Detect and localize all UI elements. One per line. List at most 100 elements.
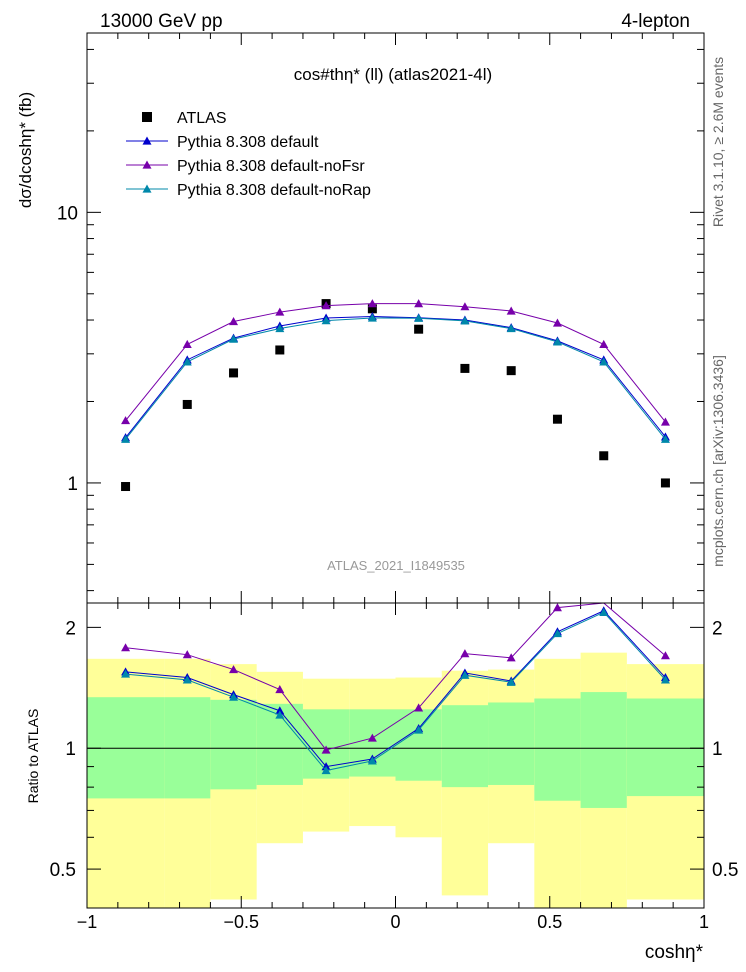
ratio-line [125, 602, 666, 751]
ratio-marker [660, 651, 670, 660]
ratio-y-tick-label: 1 [65, 739, 76, 760]
series-pythia-8-308-default [121, 312, 670, 442]
legend-label: Pythia 8.308 default-noRap [177, 182, 371, 199]
y-axis-title: dσ/dcoshη* (fb) [16, 92, 35, 208]
triangle-marker [599, 339, 609, 349]
ratio-marker [182, 675, 192, 684]
legend-entry: Pythia 8.308 default-noRap [126, 182, 371, 199]
ratio-marker [414, 703, 424, 712]
ratio-y-tick-label-right: 1 [712, 739, 723, 760]
inner-band-bin [349, 709, 396, 777]
legend-triangle-marker [142, 160, 152, 169]
ratio-marker [599, 607, 609, 616]
legend-triangle-marker [142, 184, 152, 193]
triangle-marker [229, 316, 239, 326]
x-tick-label: 1 [699, 912, 709, 932]
legend-square-marker [142, 112, 152, 122]
ratio-marker [660, 675, 670, 684]
series-line [125, 317, 666, 440]
ratio-uncertainty-bands [87, 652, 704, 908]
plot-title: cos#thη* (ll) (atlas2021-4l) [294, 65, 492, 84]
series-pythia-8-308-default-nofsr [121, 299, 670, 426]
inner-band-bin [441, 705, 489, 788]
ratio-marker [460, 670, 470, 679]
ratio-marker [275, 685, 285, 694]
header-process: 4-lepton [621, 11, 690, 32]
ratio-pythia-8-308-default-norap [121, 607, 670, 775]
x-axis-title: coshη* [645, 942, 704, 963]
data-point [599, 451, 609, 461]
triangle-marker [414, 299, 424, 308]
triangle-marker [552, 337, 562, 346]
ratio-marker [367, 756, 377, 765]
ratio-marker [275, 706, 285, 715]
legend-label: ATLAS [177, 110, 227, 127]
analysis-watermark: ATLAS_2021_I1849535 [327, 558, 465, 573]
data-point [229, 368, 239, 378]
data-point [460, 363, 470, 373]
x-tick-label: 0 [390, 912, 400, 932]
legend-label: Pythia 8.308 default [177, 134, 319, 151]
ratio-marker [182, 650, 192, 659]
ratio-pythia-8-308-default-nofsr [121, 602, 670, 754]
triangle-marker [275, 324, 285, 333]
main-series [121, 299, 670, 492]
triangle-marker [367, 299, 377, 308]
triangle-marker [367, 313, 377, 322]
ratio-marker [229, 665, 239, 674]
inner-band-bin [488, 702, 535, 785]
ratio-marker [414, 725, 424, 734]
series-atlas [121, 299, 670, 492]
inner-band-bin [534, 698, 581, 801]
triangle-marker [182, 339, 192, 349]
data-point [182, 399, 192, 409]
ratio-marker [121, 643, 131, 652]
x-tick-label: 0.5 [537, 912, 562, 932]
ratio-line [125, 611, 666, 772]
triangle-marker [321, 316, 331, 325]
legend-entry: Pythia 8.308 default [126, 134, 319, 151]
data-point [552, 414, 562, 424]
ratio-marker [460, 649, 470, 658]
legend-label: Pythia 8.308 default-noFsr [177, 158, 365, 175]
data-point [660, 478, 670, 488]
ratio-marker [506, 653, 516, 662]
triangle-marker [321, 301, 331, 310]
ratio-marker [552, 603, 562, 612]
triangle-marker [599, 357, 609, 366]
inner-band-bin [626, 698, 704, 797]
triangle-marker [229, 334, 239, 343]
triangle-marker [660, 417, 670, 426]
triangle-marker [660, 434, 670, 443]
data-point [506, 366, 516, 376]
inner-band-bin [395, 709, 442, 781]
triangle-marker [506, 306, 516, 315]
legend-entry: ATLAS [142, 110, 227, 127]
legend: ATLAS Pythia 8.308 default Pythia 8.308 de… [126, 110, 371, 199]
triangle-marker [460, 302, 470, 311]
triangle-marker [414, 313, 424, 322]
ratio-marker [506, 677, 516, 686]
header-energy: 13000 GeV pp [100, 11, 223, 32]
data-point [414, 324, 424, 334]
legend-triangle-marker [142, 136, 152, 145]
x-tick-label: −1 [77, 912, 98, 932]
x-tick-label: −0.5 [223, 912, 259, 932]
data-point [121, 482, 131, 492]
triangle-marker [506, 324, 516, 333]
legend-entry: Pythia 8.308 default-noFsr [126, 158, 365, 175]
y-tick-label: 1 [67, 474, 78, 495]
triangle-marker [182, 357, 192, 366]
ratio-marker [321, 745, 331, 754]
triangle-marker [275, 307, 285, 316]
ratio-axis-title: Ratio to ATLAS [25, 709, 41, 804]
ratio-y-tick-label-right: 0.5 [712, 860, 738, 881]
triangle-marker [552, 318, 562, 327]
ratio-marker [552, 629, 562, 638]
ratio-marker [229, 692, 239, 701]
series-line [125, 303, 666, 423]
main-axes: −1 −0.5 0 0.5 1 1 10 0.5 0.5 1 1 2 2 [50, 33, 738, 932]
mcplots-label: mcplots.cern.ch [arXiv:1306.3436] [710, 355, 726, 567]
rivet-version-label: Rivet 3.1.10, ≥ 2.6M events [710, 57, 726, 227]
